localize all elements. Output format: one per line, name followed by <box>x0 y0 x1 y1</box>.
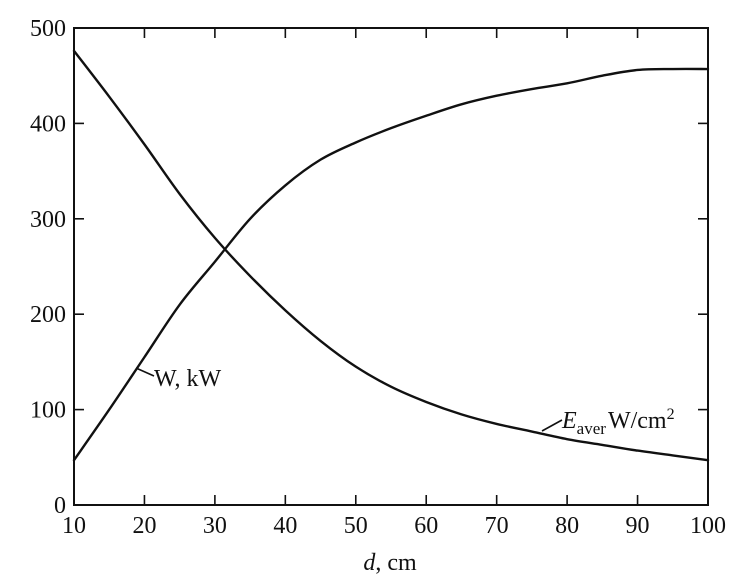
x-axis-title-var: d <box>363 550 376 576</box>
x-tick-label-50: 50 <box>344 513 368 539</box>
e-curve-label: EaverW/cm2 <box>561 406 675 438</box>
e-superscript: 2 <box>667 406 675 423</box>
y-tick-label-0: 0 <box>54 493 66 519</box>
x-tick-label-10: 10 <box>62 513 86 539</box>
x-tick-label-60: 60 <box>414 513 438 539</box>
x-axis-title: d, cm <box>363 550 417 576</box>
e-symbol: E <box>561 408 577 434</box>
y-tick-label-200: 200 <box>30 302 66 328</box>
y-tick-label-300: 300 <box>30 207 66 233</box>
e-unit: W/cm <box>608 408 667 434</box>
y-tick-label-400: 400 <box>30 111 66 137</box>
axis-ticks <box>73 27 709 506</box>
w-curve-label: W, kW <box>154 366 221 392</box>
x-tick-label-100: 100 <box>690 513 726 539</box>
e-subscript: aver <box>577 419 607 438</box>
x-tick-label-40: 40 <box>273 513 297 539</box>
plot-frame <box>73 27 709 506</box>
x-tick-label-70: 70 <box>485 513 509 539</box>
series-w-line <box>72 67 710 462</box>
x-tick-label-80: 80 <box>555 513 579 539</box>
y-tick-label-500: 500 <box>30 16 66 42</box>
e-callout-line <box>541 419 563 432</box>
tick-labels: 10 20 30 40 50 60 70 80 90 100 0 100 200 300 400 500 <box>30 16 726 539</box>
y-tick-label-100: 100 <box>30 398 66 424</box>
w-callout-line <box>135 367 155 377</box>
x-tick-label-30: 30 <box>203 513 227 539</box>
x-tick-label-90: 90 <box>626 513 650 539</box>
x-axis-title-unit: , cm <box>375 550 417 576</box>
x-tick-label-20: 20 <box>132 513 156 539</box>
series-e-line <box>72 49 710 462</box>
series-lines <box>72 49 710 462</box>
